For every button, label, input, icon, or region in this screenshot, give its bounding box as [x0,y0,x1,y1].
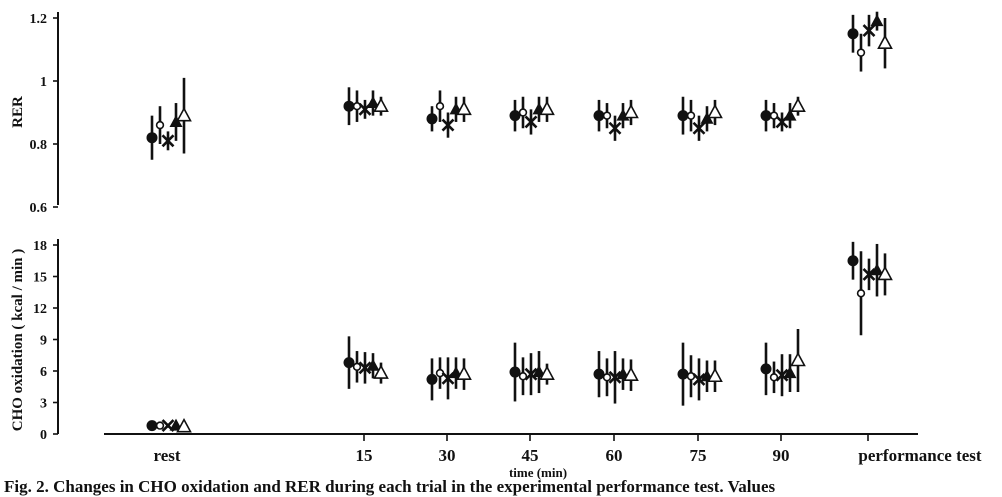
data-point-open-triangle [456,365,472,380]
data-point-x [161,134,175,148]
x-tick-label: rest [153,446,180,465]
rer-panel: 0.6 0.8 1 1.2 RER [10,11,893,216]
y-tick-label: 6 [40,365,47,380]
x-tick-label: 60 [606,446,623,465]
cho-panel: 0 3 6 9 12 15 18 CHO oxidation ( kcal / min ) re… [10,239,982,480]
data-point-filled-triangle [783,108,797,121]
data-point-x [608,121,622,135]
data-point-open-triangle [707,367,723,383]
y-tick-label: 12 [33,302,47,317]
data-point-open-triangle [176,417,192,433]
data-point-open-circle [686,111,696,120]
x-tick-label: 90 [773,446,790,465]
data-point-open-circle [352,101,362,111]
data-point-filled-circle [146,420,158,432]
data-point-filled-circle [760,110,772,122]
data-point-filled-circle [760,363,772,375]
data-point-open-triangle [539,365,555,380]
caption-text: Fig. 2. Changes in CHO oxidation and RER… [4,477,776,496]
data-point-filled-circle [343,100,355,112]
data-point-open-circle [769,373,779,382]
data-point-filled-circle [847,255,859,267]
y-tick-label: 18 [33,239,47,254]
data-point-x [524,367,538,381]
data-point-filled-circle [146,132,158,144]
y-tick-label: 15 [33,271,47,286]
data-point-filled-circle [509,366,521,378]
data-point-open-circle [518,372,528,381]
data-point-open-circle [518,108,528,117]
data-point-open-triangle [790,97,806,112]
y-tick-label: 9 [40,334,47,349]
y-axis-label: CHO oxidation ( kcal / min ) [10,249,26,432]
data-point-x [608,370,622,384]
y-axis-label: RER [10,96,26,128]
data-point-filled-circle [509,110,521,122]
data-point-open-circle [602,373,612,382]
data-point-open-triangle [176,106,192,122]
y-tick-label: 0.8 [30,138,48,153]
data-point-filled-triangle [700,111,714,124]
data-point-filled-circle [847,28,859,40]
data-point-open-triangle [539,100,555,116]
data-point-filled-triangle [870,263,884,276]
data-point-filled-circle [426,373,438,385]
data-point-open-triangle [877,34,893,49]
data-point-filled-triangle [366,96,380,109]
data-point-x [775,368,789,382]
data-point-x [358,361,372,375]
data-point-open-circle [435,101,445,111]
x-tick-label: 30 [439,446,456,465]
data-point-open-circle [602,111,612,120]
data-point-open-triangle [790,351,806,367]
data-point-filled-triangle [532,365,546,378]
data-point-filled-triangle [366,358,380,371]
data-point-open-triangle [623,103,639,119]
data-point-x [692,121,706,135]
x-tick-label: 45 [522,446,539,465]
data-point-open-triangle [707,103,723,119]
data-point-filled-circle [677,110,689,122]
y-tick-label: 1 [40,75,47,90]
data-point-filled-triangle [783,366,797,379]
x-tick-label: 75 [690,446,707,465]
x-tick-label: 15 [356,446,373,465]
y-tick-label: 3 [40,397,47,412]
x-axis-label: time (min) [509,465,567,480]
data-point-open-circle [856,48,866,57]
data-point-open-triangle [373,364,389,379]
data-point-filled-circle [426,113,438,125]
data-point-filled-circle [677,368,689,380]
data-point-open-circle [856,289,866,298]
data-point-open-circle [352,362,362,371]
data-point-x [441,118,455,132]
data-point-x [692,372,706,386]
data-point-filled-circle [593,368,605,380]
data-point-open-circle [155,120,165,130]
data-point-x [862,24,876,38]
y-tick-label: 1.2 [30,12,48,27]
data-point-filled-circle [343,357,355,369]
data-point-filled-triangle [870,14,884,27]
data-point-filled-circle [593,110,605,122]
data-point-open-triangle [456,100,472,116]
data-point-filled-triangle [169,114,183,127]
data-point-open-circle [155,421,165,430]
data-point-open-triangle [877,265,893,281]
y-tick-label: 0.6 [30,201,48,216]
x-tick-label: performance test [858,446,982,465]
data-point-open-triangle [623,366,639,381]
data-point-x [524,115,538,129]
data-point-open-circle [686,372,696,381]
data-point-open-triangle [373,97,389,112]
data-point-x [862,267,876,281]
y-tick-label: 0 [40,428,47,443]
